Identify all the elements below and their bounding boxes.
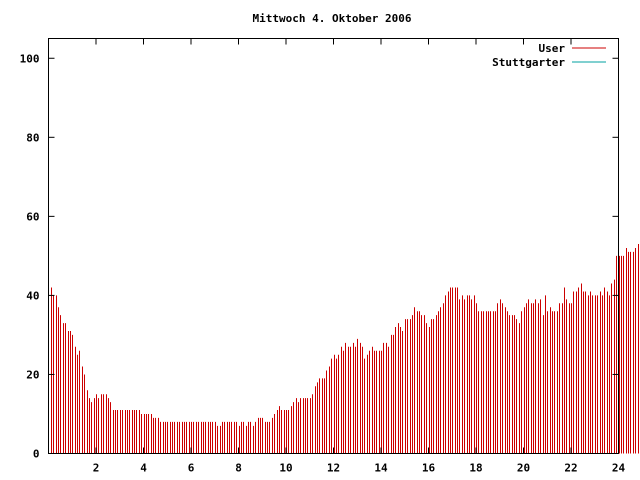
x-tick-label: 10 — [279, 462, 292, 475]
y-tick-label: 100 — [20, 52, 40, 65]
y-tick-label: 20 — [26, 368, 39, 381]
y-tick-label: 60 — [26, 210, 39, 223]
y-tick-label: 40 — [26, 289, 39, 302]
x-tick-label: 18 — [469, 462, 482, 475]
x-tick-label: 24 — [612, 462, 626, 475]
legend: User Stuttgarter — [492, 42, 606, 69]
y-tick-label: 80 — [26, 131, 39, 144]
x-tick-label: 4 — [140, 462, 147, 475]
x-tick-label: 12 — [327, 462, 340, 475]
x-tick-label: 20 — [517, 462, 530, 475]
legend-label-user: User — [539, 42, 566, 55]
legend-label-stuttgarter: Stuttgarter — [492, 56, 565, 69]
x-tick-label: 8 — [235, 462, 242, 475]
x-tick-label: 16 — [422, 462, 436, 475]
x-tick-label: 14 — [374, 462, 388, 475]
y-tick-label: 0 — [33, 448, 40, 461]
x-tick-label: 22 — [564, 462, 577, 475]
chart-title: Mittwoch 4. Oktober 2006 — [253, 12, 412, 25]
x-tick-label: 2 — [93, 462, 100, 475]
x-tick-label: 6 — [188, 462, 195, 475]
series-user-bars — [51, 244, 639, 454]
